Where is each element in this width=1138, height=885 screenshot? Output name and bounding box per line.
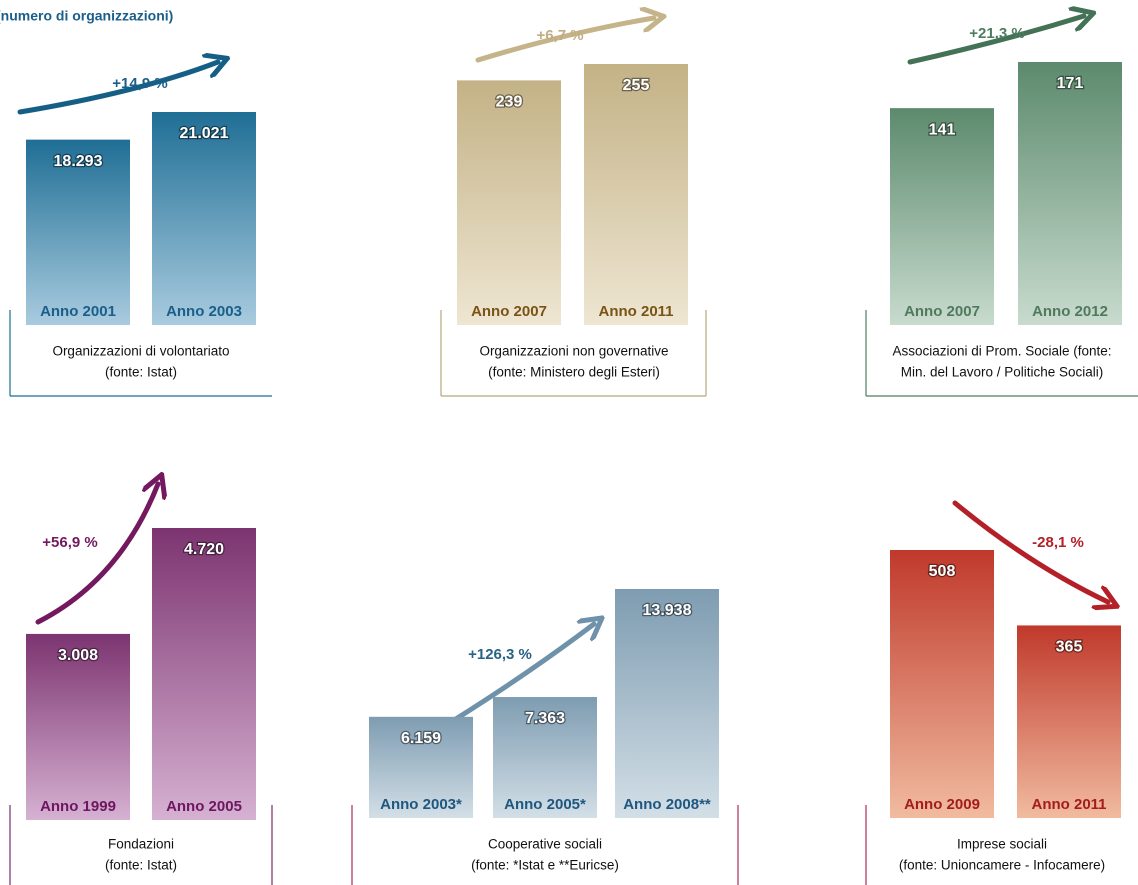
value-label: 7.363 bbox=[525, 710, 565, 727]
bar bbox=[152, 112, 256, 325]
category-label: Anno 2008** bbox=[623, 796, 711, 813]
arrow bbox=[35, 484, 158, 625]
caption: (fonte: Istat) bbox=[105, 365, 177, 380]
change-label: +14,9 % bbox=[112, 75, 167, 92]
category-label: Anno 2012 bbox=[1032, 303, 1108, 320]
bar bbox=[1017, 625, 1121, 818]
value-label: 365 bbox=[1056, 639, 1083, 656]
arrow bbox=[475, 18, 654, 63]
caption: Fondazioni bbox=[108, 837, 174, 852]
arrow bbox=[907, 16, 1084, 65]
caption: Min. del Lavoro / Politiche Sociali) bbox=[901, 365, 1104, 380]
value-label: 4.720 bbox=[184, 541, 224, 558]
category-label: Anno 2009 bbox=[904, 796, 980, 813]
caption: (fonte: Ministero degli Esteri) bbox=[488, 365, 660, 380]
bar bbox=[615, 589, 719, 818]
bar bbox=[26, 633, 130, 820]
subtitle: (numero di organizzazioni) bbox=[0, 8, 173, 24]
caption: (fonte: Istat) bbox=[105, 858, 177, 873]
category-label: Anno 2011 bbox=[598, 303, 673, 320]
caption: (fonte: Unioncamere - Infocamere) bbox=[899, 858, 1105, 873]
change-label: +6,7 % bbox=[536, 27, 583, 44]
change-label: +56,9 % bbox=[42, 534, 97, 551]
category-label: Anno 2007 bbox=[904, 303, 980, 320]
value-label: 171 bbox=[1057, 75, 1084, 92]
value-label: 18.293 bbox=[54, 153, 103, 170]
change-label: -28,1 % bbox=[1032, 534, 1084, 551]
caption: Imprese sociali bbox=[957, 837, 1047, 852]
category-label: Anno 2005* bbox=[504, 796, 586, 813]
value-label: 3.008 bbox=[58, 647, 98, 664]
value-label: 13.938 bbox=[643, 602, 692, 619]
change-label: +126,3 % bbox=[468, 646, 532, 663]
bar bbox=[890, 108, 994, 325]
category-label: Anno 2003 bbox=[166, 303, 242, 320]
category-label: Anno 2005 bbox=[166, 798, 242, 815]
value-label: 6.159 bbox=[401, 730, 441, 747]
bar bbox=[369, 716, 473, 818]
bar bbox=[152, 528, 256, 820]
caption: Organizzazioni non governative bbox=[479, 344, 668, 359]
category-label: Anno 1999 bbox=[40, 798, 116, 815]
bar bbox=[26, 139, 130, 325]
bar bbox=[457, 80, 561, 326]
bar bbox=[493, 697, 597, 818]
bar bbox=[890, 550, 994, 818]
value-label: 239 bbox=[496, 94, 523, 111]
value-label: 141 bbox=[929, 121, 956, 138]
arrow bbox=[17, 62, 218, 115]
value-label: 21.021 bbox=[180, 125, 229, 142]
category-label: Anno 2011 bbox=[1031, 796, 1106, 813]
arrow bbox=[952, 500, 1108, 602]
value-label: 255 bbox=[623, 77, 650, 94]
caption: Associazioni di Prom. Sociale (fonte: bbox=[892, 344, 1111, 359]
bar bbox=[584, 64, 688, 325]
change-label: +21,3 % bbox=[969, 25, 1024, 42]
frames bbox=[9, 310, 1138, 885]
caption: Organizzazioni di volontariato bbox=[52, 344, 229, 359]
value-label: 508 bbox=[929, 563, 956, 580]
bar bbox=[1018, 62, 1122, 325]
category-label: Anno 2007 bbox=[471, 303, 547, 320]
caption: (fonte: *Istat e **Euricse) bbox=[471, 858, 619, 873]
category-label: Anno 2003* bbox=[380, 796, 462, 813]
category-label: Anno 2001 bbox=[40, 303, 116, 320]
caption: Cooperative sociali bbox=[488, 837, 602, 852]
